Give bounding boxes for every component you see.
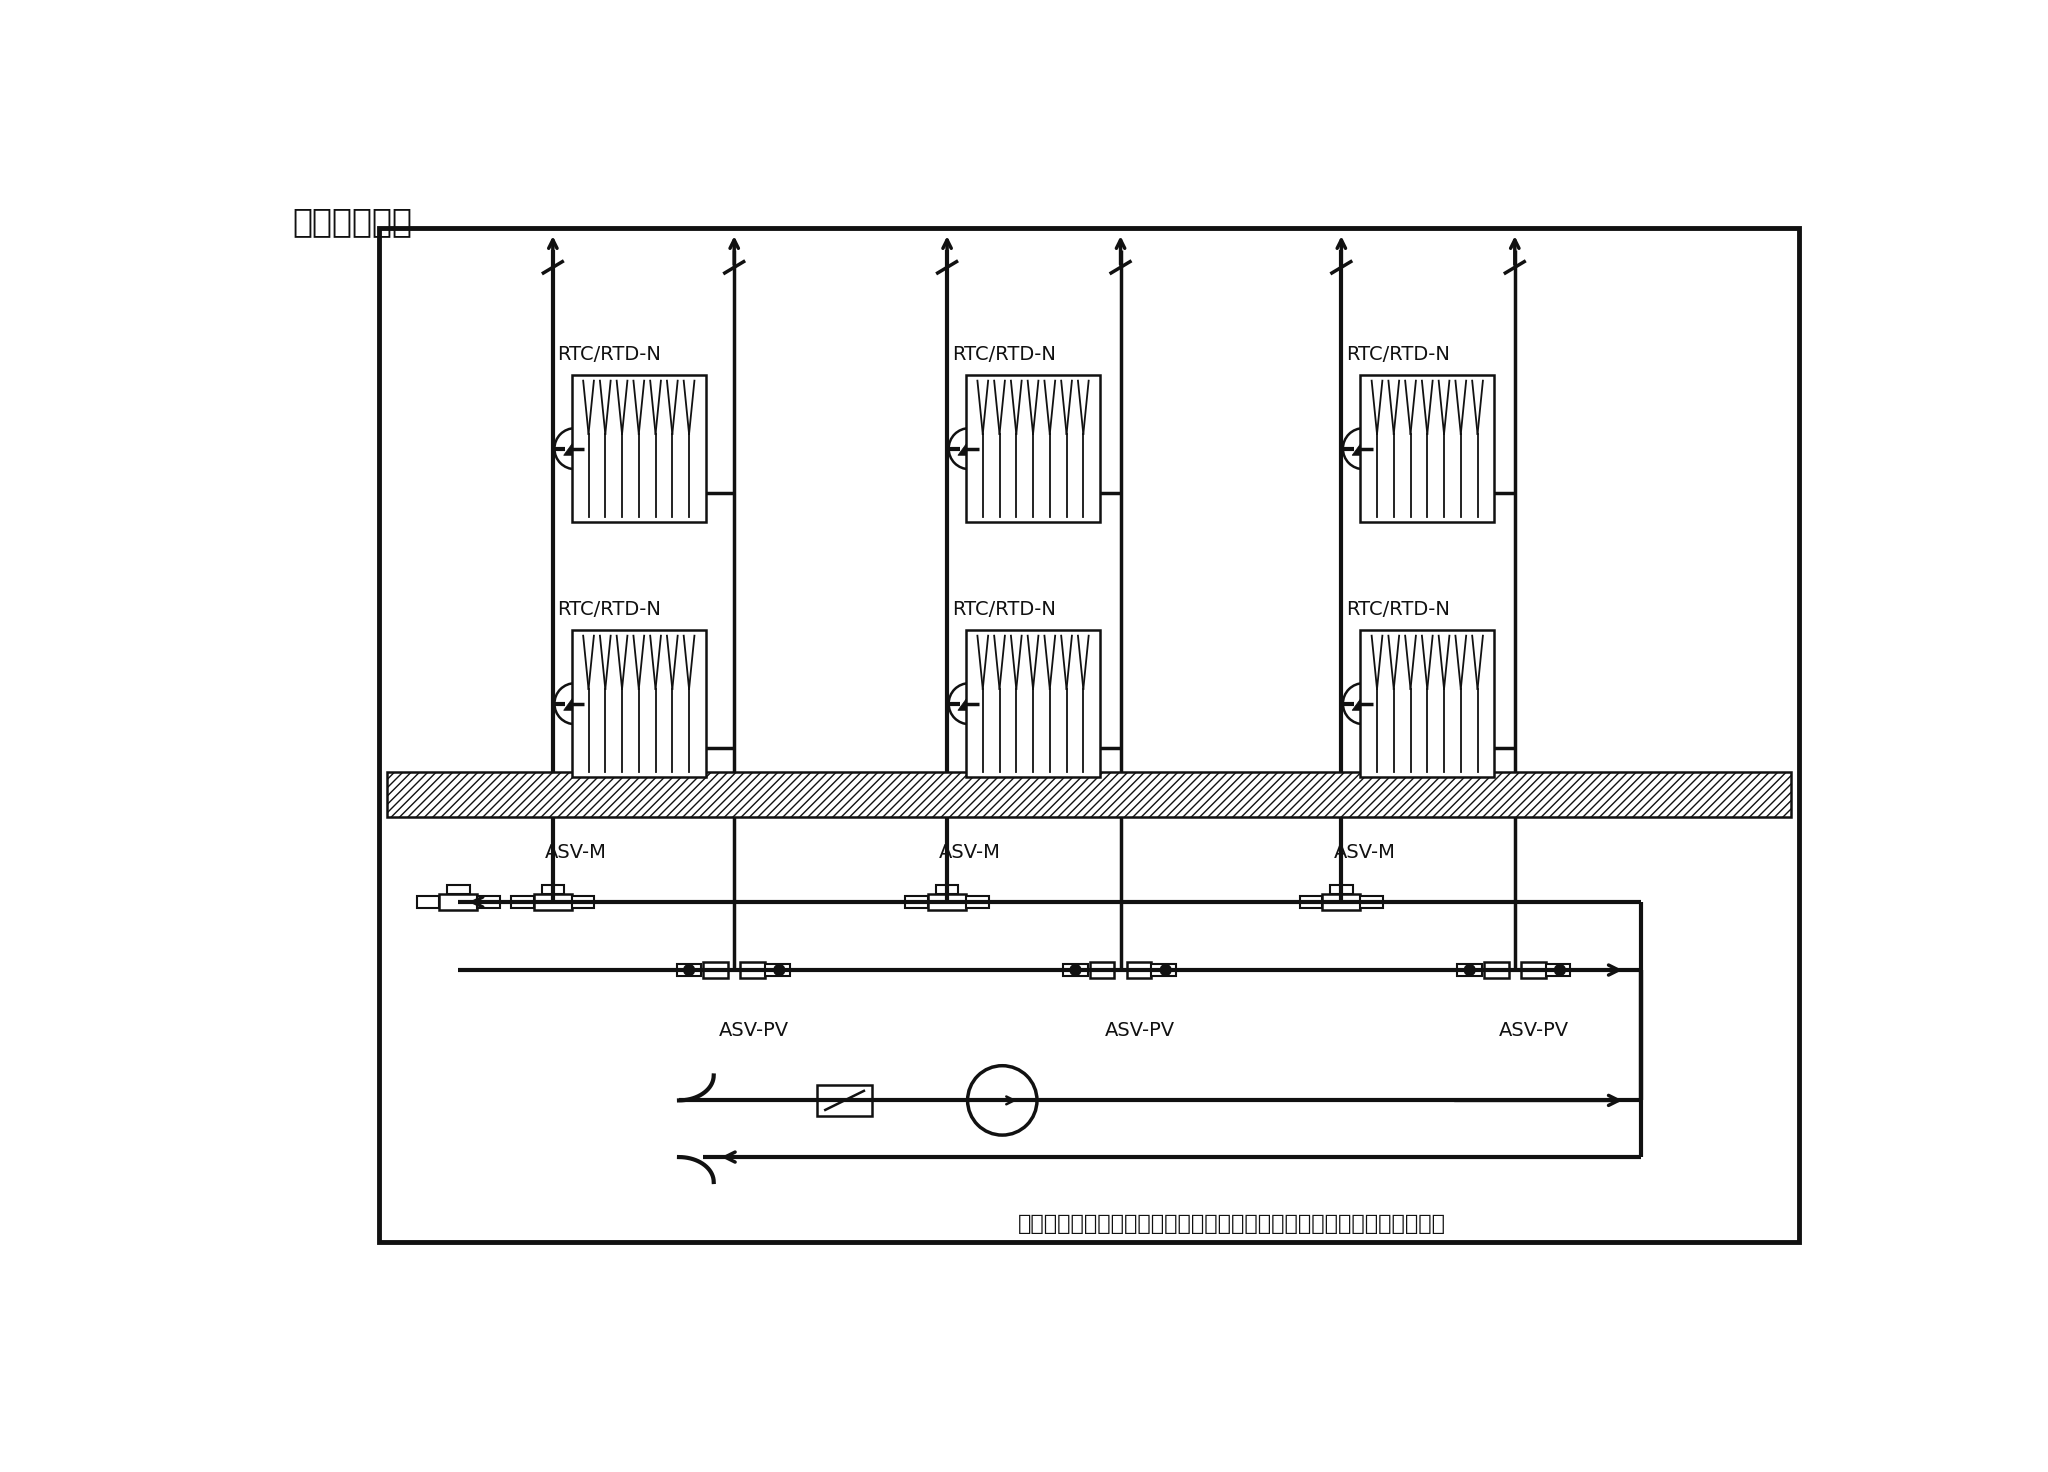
Circle shape <box>555 683 596 724</box>
Text: ASV-PV: ASV-PV <box>719 1022 788 1041</box>
Bar <box>1360 375 1495 523</box>
Polygon shape <box>563 440 586 455</box>
Bar <box>1323 894 1360 910</box>
Bar <box>936 885 958 894</box>
Bar <box>1546 964 1571 976</box>
Circle shape <box>948 428 989 470</box>
Polygon shape <box>1352 695 1374 711</box>
Bar <box>1485 963 1509 977</box>
Circle shape <box>1343 683 1384 724</box>
Bar <box>1329 885 1352 894</box>
Text: ASV-PV: ASV-PV <box>1499 1022 1569 1041</box>
Bar <box>1126 963 1151 977</box>
Circle shape <box>1464 964 1477 976</box>
Text: 相关技术资料: 相关技术资料 <box>293 205 412 238</box>
Bar <box>1090 963 1114 977</box>
Bar <box>571 630 707 777</box>
Bar <box>967 375 1100 523</box>
Bar <box>1360 630 1495 777</box>
Circle shape <box>1159 964 1171 976</box>
Circle shape <box>555 428 596 470</box>
Bar <box>905 895 928 908</box>
Text: RTC/RTD-N: RTC/RTD-N <box>952 599 1055 618</box>
Bar <box>1458 964 1483 976</box>
Bar <box>571 375 707 523</box>
Circle shape <box>774 964 786 976</box>
Bar <box>702 963 727 977</box>
Bar <box>741 963 766 977</box>
Text: RTC/RTD-N: RTC/RTD-N <box>557 344 662 364</box>
Text: RTC/RTD-N: RTC/RTD-N <box>1346 344 1450 364</box>
Bar <box>541 885 563 894</box>
Text: RTC/RTD-N: RTC/RTD-N <box>557 599 662 618</box>
Bar <box>571 895 594 908</box>
Bar <box>967 895 989 908</box>
Text: ASV-M: ASV-M <box>940 843 1001 863</box>
Bar <box>512 895 535 908</box>
Polygon shape <box>1352 440 1374 455</box>
Bar <box>766 964 791 976</box>
Text: ASV-M: ASV-M <box>545 843 606 863</box>
Bar <box>1522 963 1546 977</box>
Bar <box>446 885 469 894</box>
Polygon shape <box>958 440 981 455</box>
Bar <box>928 894 967 910</box>
Text: RTC/RTD-N: RTC/RTD-N <box>1346 599 1450 618</box>
Circle shape <box>682 964 694 976</box>
Text: 注：本页根据丹佛斯（天津）有限公司北京办事处提供的技术资料编制。: 注：本页根据丹佛斯（天津）有限公司北京办事处提供的技术资料编制。 <box>1018 1214 1446 1234</box>
Bar <box>1151 964 1176 976</box>
Circle shape <box>1554 964 1567 976</box>
Text: RTC/RTD-N: RTC/RTD-N <box>952 344 1055 364</box>
Bar <box>676 964 700 976</box>
Bar <box>1360 895 1382 908</box>
Bar <box>817 1085 872 1116</box>
Polygon shape <box>563 695 586 711</box>
Bar <box>416 895 440 908</box>
Circle shape <box>1069 964 1081 976</box>
Text: ASV-PV: ASV-PV <box>1104 1022 1176 1041</box>
Bar <box>1300 895 1323 908</box>
Circle shape <box>948 683 989 724</box>
Bar <box>1063 964 1087 976</box>
Bar <box>440 894 477 910</box>
Polygon shape <box>958 695 981 711</box>
Bar <box>387 771 1790 817</box>
Bar <box>967 630 1100 777</box>
Bar <box>379 228 1798 1242</box>
Bar <box>535 894 571 910</box>
Circle shape <box>967 1066 1036 1135</box>
Circle shape <box>1343 428 1384 470</box>
Bar <box>477 895 500 908</box>
Text: ASV-M: ASV-M <box>1333 843 1395 863</box>
